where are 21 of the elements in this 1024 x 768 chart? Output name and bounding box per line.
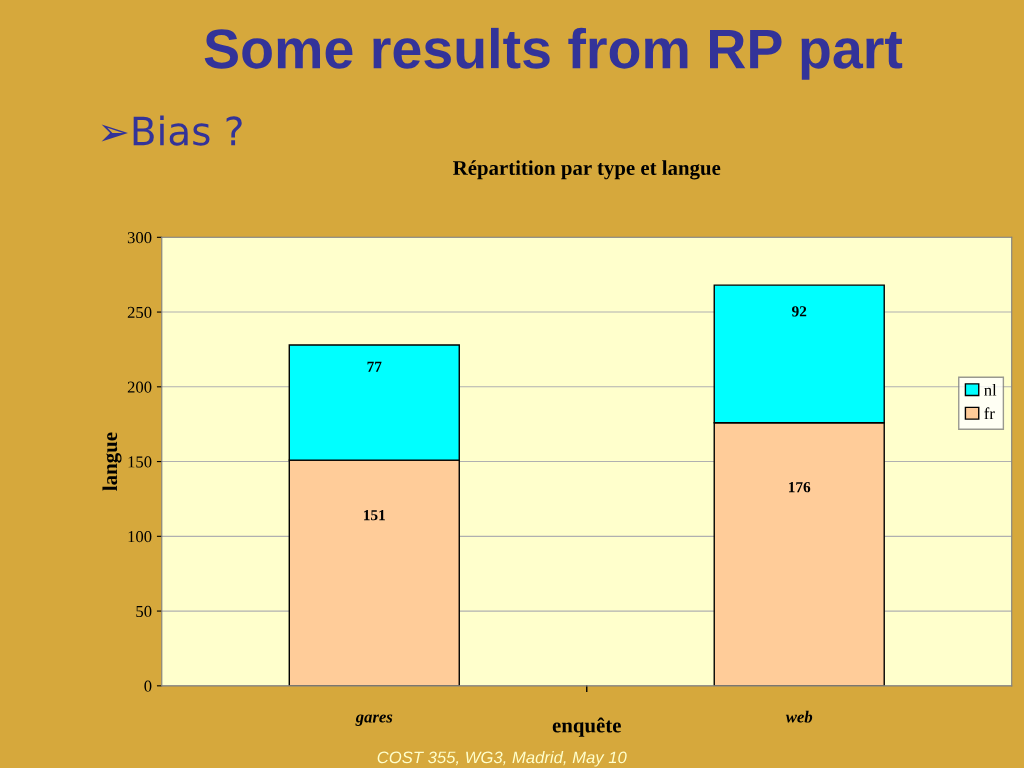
y-tick-label: 50 [136,605,152,618]
data-label: 77 [367,361,382,372]
chart-title: Répartition par type et langue [453,160,721,180]
y-tick-label: 250 [127,306,152,319]
data-label: 151 [364,510,385,521]
legend-label: fr [984,407,995,420]
y-tick-label: 200 [127,381,152,393]
y-axis-title: langue [102,432,122,491]
legend-label: nl [984,383,997,396]
data-label: 176 [789,482,811,493]
y-tick-label: 0 [144,680,152,692]
x-axis-title: enquête [552,717,621,737]
text: COST 355, WG3, Madrid, May 10 [377,751,627,767]
x-tick-label: web [785,710,813,723]
data-label: 92 [792,306,807,317]
chart-subtitle: Some results from RP part [204,27,903,80]
y-tick-label: 300 [127,232,152,244]
text: ➢Bias ? [101,115,242,146]
x-tick-label: gares [355,714,393,726]
y-tick-label: 150 [128,456,152,468]
y-tick-label: 100 [128,531,152,543]
